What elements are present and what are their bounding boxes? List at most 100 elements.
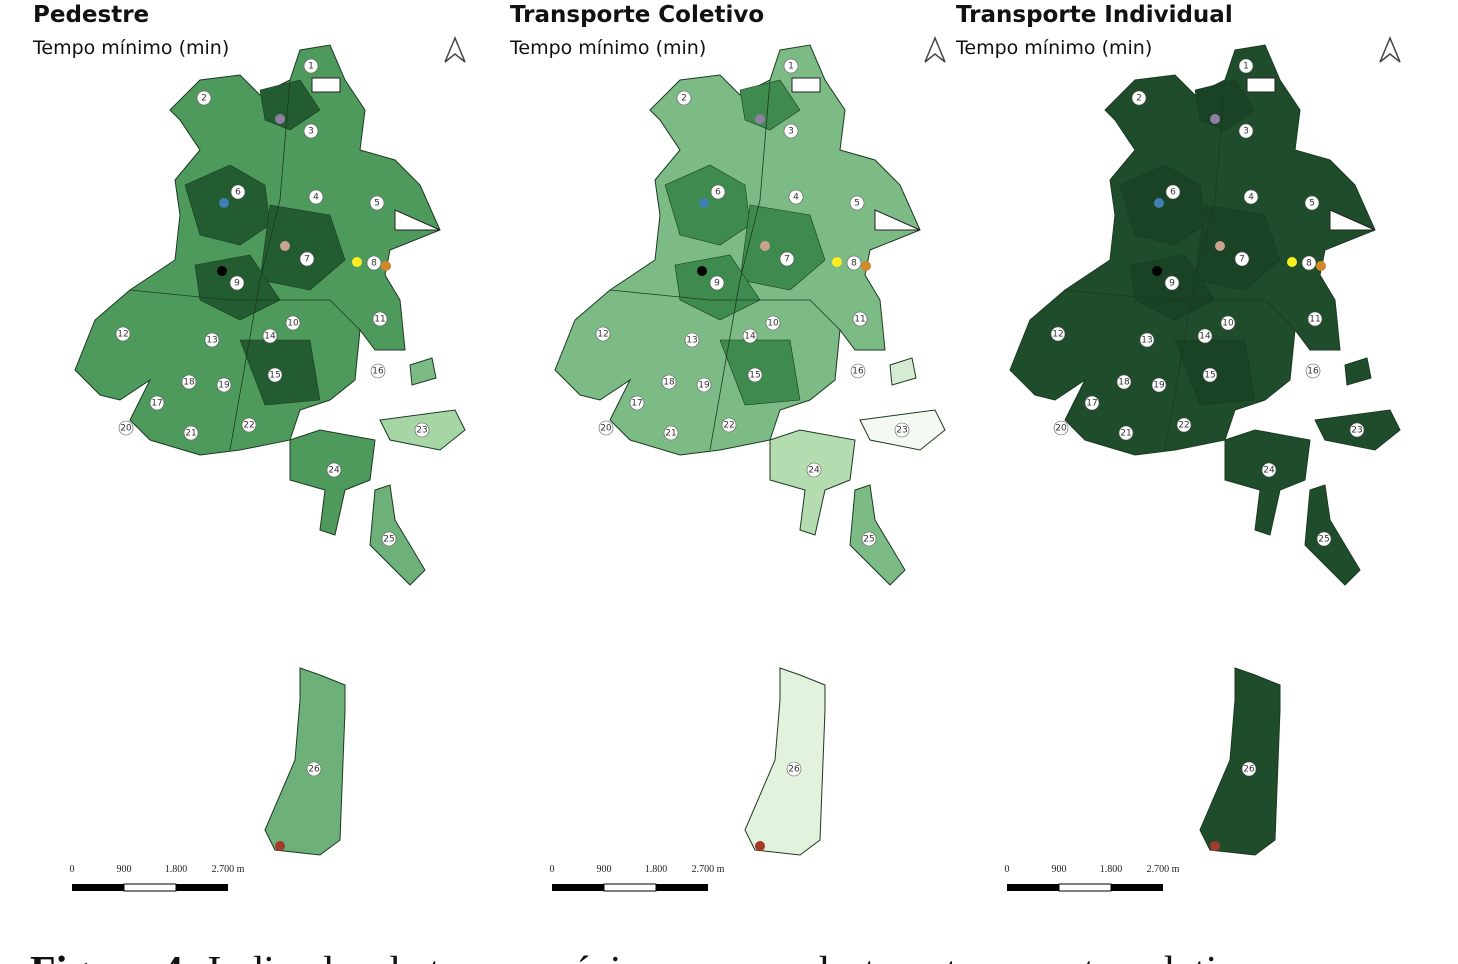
- region-badge: [1050, 326, 1066, 342]
- border-line: [609, 289, 841, 331]
- region-label: 16: [1307, 367, 1319, 377]
- region-area: [409, 357, 437, 386]
- scale-label: 900: [117, 864, 132, 875]
- region-badge: [1234, 251, 1250, 267]
- region-area: [554, 44, 921, 456]
- region-badge: [849, 195, 865, 211]
- region-label: 10: [287, 319, 299, 329]
- border-line: [1064, 289, 1296, 331]
- region-label: 3: [788, 127, 794, 137]
- region-area: [74, 44, 441, 456]
- caption-label: Figura 4:: [30, 949, 197, 964]
- region-badge: [381, 531, 397, 547]
- poi-marker: [861, 261, 871, 271]
- north-arrow: [924, 36, 946, 63]
- region-label: 6: [715, 188, 721, 198]
- region-label: 26: [308, 765, 320, 775]
- region-label: 22: [1178, 421, 1189, 431]
- region-label: 21: [665, 429, 676, 439]
- region-label: 19: [698, 381, 710, 391]
- region-badge: [783, 58, 799, 74]
- scale-label: 900: [597, 864, 612, 875]
- region-patch: [1194, 79, 1256, 131]
- region-badge: [1349, 422, 1365, 438]
- region-label: 7: [304, 255, 310, 265]
- region-badge: [598, 420, 614, 436]
- region-badge: [1241, 761, 1257, 777]
- region-label: 17: [151, 399, 162, 409]
- region-label: 8: [1306, 259, 1312, 269]
- region-area: [744, 667, 826, 856]
- region-label: 1: [788, 62, 794, 72]
- region-label: 9: [714, 279, 720, 289]
- region-badge: [1053, 420, 1069, 436]
- region-badge: [1165, 184, 1181, 200]
- region-label: 16: [372, 367, 384, 377]
- scale-bar: [656, 884, 708, 891]
- scale-bar: [1058, 883, 1112, 892]
- region-badge: [1261, 462, 1277, 478]
- scale-label: 2.700 m: [212, 864, 245, 875]
- scale-bar: [603, 883, 657, 892]
- region-label: 22: [723, 421, 734, 431]
- region-badge: [1243, 189, 1259, 205]
- scale-bar: [123, 883, 177, 892]
- region-badge: [1301, 255, 1317, 271]
- scale-label: 2.700 m: [1147, 864, 1180, 875]
- region-badge: [786, 761, 802, 777]
- region-badge: [149, 395, 165, 411]
- border-line: [1164, 79, 1226, 451]
- region-badge: [1316, 531, 1332, 547]
- scale-label: 1.800: [165, 864, 188, 875]
- region-badge: [229, 275, 245, 291]
- region-badge: [742, 328, 758, 344]
- region-label: 15: [1204, 371, 1215, 381]
- poi-marker: [280, 241, 290, 251]
- region-patch: [259, 79, 321, 131]
- region-label: 25: [1318, 535, 1329, 545]
- region-label: 10: [1222, 319, 1234, 329]
- poi-marker: [699, 198, 709, 208]
- scale-bar: [72, 884, 124, 891]
- region-label: 24: [328, 466, 340, 476]
- region-badge: [326, 462, 342, 478]
- region-badge: [806, 462, 822, 478]
- map-title: Transporte Individual: [956, 2, 1233, 28]
- poi-marker: [697, 266, 707, 276]
- region-badge: [370, 363, 386, 379]
- map-title: Transporte Coletivo: [510, 2, 764, 28]
- region-badge: [204, 332, 220, 348]
- region-badge: [696, 377, 712, 393]
- map-title: Pedestre: [33, 2, 149, 28]
- region-area: [264, 667, 346, 856]
- region-label: 23: [416, 426, 427, 436]
- border-line: [129, 289, 361, 331]
- region-label: 14: [1199, 332, 1211, 342]
- region-badge: [303, 58, 319, 74]
- blank-area: [791, 77, 821, 93]
- region-badge: [1084, 395, 1100, 411]
- region-badge: [414, 422, 430, 438]
- blank-area: [1246, 77, 1276, 93]
- region-label: 24: [808, 466, 820, 476]
- border-line: [709, 79, 771, 451]
- region-label: 5: [1309, 199, 1315, 209]
- region-label: 11: [1309, 315, 1320, 325]
- region-label: 25: [383, 535, 394, 545]
- region-label: 1: [308, 62, 314, 72]
- region-badge: [1238, 123, 1254, 139]
- region-badge: [267, 367, 283, 383]
- region-area: [889, 357, 917, 386]
- poi-marker: [1152, 266, 1162, 276]
- region-badge: [230, 184, 246, 200]
- region-label: 7: [784, 255, 790, 265]
- region-label: 19: [1153, 381, 1165, 391]
- region-label: 12: [117, 330, 128, 340]
- poi-marker: [217, 266, 227, 276]
- region-badge: [372, 311, 388, 327]
- blank-area: [311, 77, 341, 93]
- region-badge: [366, 255, 382, 271]
